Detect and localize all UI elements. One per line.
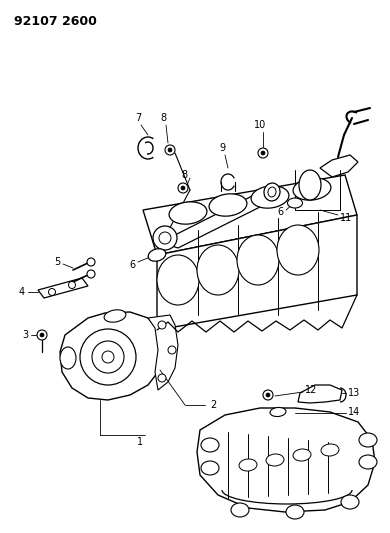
Text: 3: 3 (22, 330, 28, 340)
Circle shape (168, 346, 176, 354)
Ellipse shape (266, 454, 284, 466)
Ellipse shape (201, 438, 219, 452)
Ellipse shape (60, 347, 76, 369)
Text: 14: 14 (348, 407, 360, 417)
Polygon shape (60, 312, 162, 400)
Text: 13: 13 (348, 388, 360, 398)
Text: 10: 10 (254, 120, 266, 130)
Ellipse shape (321, 444, 339, 456)
Text: 4: 4 (19, 287, 25, 297)
Ellipse shape (299, 170, 321, 200)
Ellipse shape (268, 187, 276, 197)
Circle shape (87, 270, 95, 278)
Polygon shape (148, 315, 178, 390)
Circle shape (80, 329, 136, 385)
Ellipse shape (341, 495, 359, 509)
Ellipse shape (201, 461, 219, 475)
Polygon shape (157, 215, 357, 330)
Ellipse shape (209, 194, 247, 216)
Ellipse shape (239, 459, 257, 471)
Ellipse shape (157, 255, 199, 305)
Ellipse shape (270, 407, 286, 416)
Ellipse shape (359, 433, 377, 447)
Circle shape (165, 145, 175, 155)
Polygon shape (197, 408, 375, 512)
Ellipse shape (293, 449, 311, 461)
Text: 5: 5 (54, 257, 60, 267)
Circle shape (87, 258, 95, 266)
Polygon shape (143, 175, 357, 255)
Ellipse shape (264, 183, 280, 201)
Circle shape (40, 333, 44, 337)
Circle shape (181, 186, 185, 190)
Circle shape (37, 330, 47, 340)
Text: 8: 8 (182, 170, 188, 180)
Circle shape (102, 351, 114, 363)
Polygon shape (298, 385, 342, 403)
Ellipse shape (169, 202, 207, 224)
Ellipse shape (277, 225, 319, 275)
Ellipse shape (197, 245, 239, 295)
Text: 92107 2600: 92107 2600 (14, 15, 97, 28)
Circle shape (261, 151, 265, 155)
Circle shape (158, 321, 166, 329)
Text: 8: 8 (160, 113, 166, 123)
Ellipse shape (359, 455, 377, 469)
Circle shape (178, 183, 188, 193)
Ellipse shape (231, 503, 249, 517)
Polygon shape (38, 278, 88, 298)
Ellipse shape (293, 178, 331, 200)
Text: 12: 12 (305, 385, 317, 395)
Circle shape (159, 232, 171, 244)
Circle shape (168, 148, 172, 152)
Text: 11: 11 (340, 213, 352, 223)
Text: 9: 9 (219, 143, 225, 153)
Text: 7: 7 (135, 113, 141, 123)
Ellipse shape (237, 235, 279, 285)
Text: 1: 1 (137, 437, 143, 447)
Circle shape (48, 288, 55, 295)
Circle shape (263, 390, 273, 400)
Polygon shape (320, 155, 358, 177)
Circle shape (258, 148, 268, 158)
Circle shape (266, 393, 270, 397)
Text: 6: 6 (277, 207, 283, 217)
Text: 2: 2 (210, 400, 216, 410)
Text: 6: 6 (129, 260, 135, 270)
Circle shape (158, 374, 166, 382)
Ellipse shape (251, 186, 289, 208)
Ellipse shape (287, 198, 303, 208)
Circle shape (92, 341, 124, 373)
Circle shape (153, 226, 177, 250)
Ellipse shape (148, 249, 166, 261)
Polygon shape (163, 188, 278, 248)
Circle shape (69, 281, 76, 288)
Ellipse shape (286, 505, 304, 519)
Ellipse shape (104, 310, 126, 322)
